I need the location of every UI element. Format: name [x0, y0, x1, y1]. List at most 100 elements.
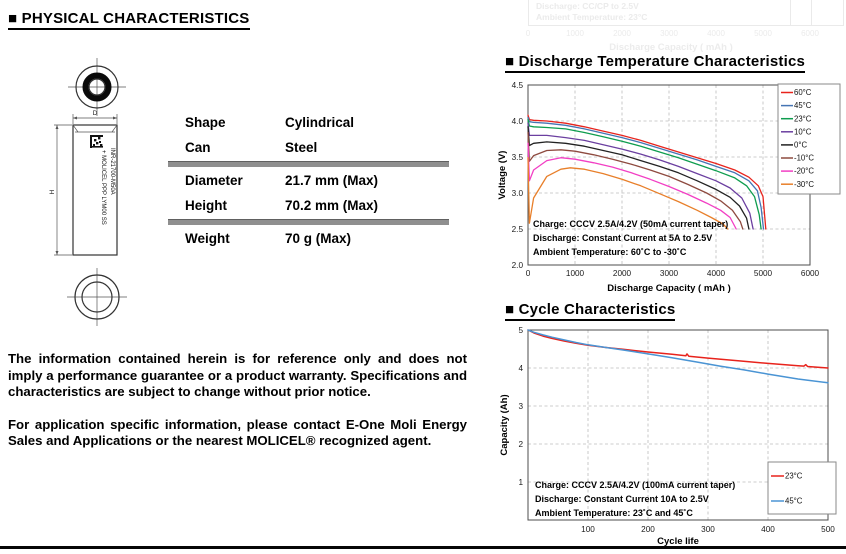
x-tick-label: 4000: [707, 269, 726, 278]
x-tick-label: 3000: [660, 269, 679, 278]
x-tick-label: 300: [701, 525, 715, 534]
annotation-line: Discharge: Constant Current 10A to 2.5V: [535, 494, 709, 504]
cycle-characteristics-chart: 100 200 300 400 500 1 2 3 4 5 Cycle life Capacity (…: [499, 326, 837, 547]
y-tick-label: 2.5: [512, 225, 524, 234]
legend-entry-0°C: 0°C: [794, 141, 807, 150]
diameter-dimension: D: [72, 110, 118, 124]
annotation-line: Ambient Temperature: 60˚C to -30˚C: [533, 247, 687, 257]
table-row: Shape Cylindrical: [168, 110, 449, 135]
legend-entry-10°C: 10°C: [794, 127, 812, 136]
battery-drawing: D INR-21700-M50A + MOLICEL PPP LYM00 SS …: [49, 58, 127, 326]
table-divider: [168, 161, 449, 167]
disclaimer: The information contained herein is for …: [8, 351, 467, 450]
ghost-legend-box: [790, 0, 844, 26]
battery-top-view: [68, 58, 126, 116]
positive-terminal-ring: [82, 72, 112, 102]
ghost-tick-row: 0 1000 2000 3000 4000 5000 6000: [497, 29, 845, 39]
page-title: ■ PHYSICAL CHARACTERISTICS: [8, 10, 250, 30]
spec-value: Steel: [285, 140, 318, 155]
x-tick-label: 6000: [801, 269, 820, 278]
legend-entry--10°C: -10°C: [794, 154, 814, 163]
annotation-line: Charge: CCCV 2.5A/4.2V (50mA current tap…: [533, 219, 728, 229]
physical-characteristics-heading: ■ PHYSICAL CHARACTERISTICS: [8, 10, 250, 30]
table-row: Diameter 21.7 mm (Max): [168, 168, 449, 193]
y-tick-label: 2: [518, 440, 523, 449]
x-tick-label: 2000: [613, 269, 632, 278]
legend-entry-45°C: 45°C: [794, 101, 812, 110]
dim-d-label: D: [93, 110, 98, 117]
series-23°C: [527, 329, 829, 369]
ghost-chart-remnant: Discharge: CC/CP to 2.5V Ambient Tempera…: [528, 0, 812, 26]
battery-bottom-view: [67, 268, 127, 326]
x-tick-label: 0: [526, 269, 531, 278]
ghost-tick-label: 2000: [613, 29, 631, 38]
series-45°C: [527, 329, 829, 384]
x-tick-label: 200: [641, 525, 655, 534]
spec-value: 21.7 mm (Max): [285, 173, 379, 188]
y-tick-label: 4.5: [512, 81, 524, 90]
table-row: Height 70.2 mm (Max): [168, 193, 449, 218]
x-axis-title: Cycle life: [657, 536, 699, 547]
spec-label: Weight: [185, 231, 230, 246]
table-divider: [168, 219, 449, 225]
battery-label-brand: + MOLICEL PPP LYM00 SS: [100, 150, 106, 225]
ghost-annotation-1: Discharge: CC/CP to 2.5V: [536, 1, 639, 11]
y-axis-title: Voltage (V): [497, 151, 508, 200]
ghost-tick-label: 4000: [707, 29, 725, 38]
y-tick-label: 4.0: [512, 117, 524, 126]
spec-label: Diameter: [185, 173, 243, 188]
dim-h-label: H: [49, 189, 56, 194]
spec-value: 70 g (Max): [285, 231, 352, 246]
legend-entry--20°C: -20°C: [794, 167, 814, 176]
annotation-line: Ambient Temperature: 23˚C and 45˚C: [535, 508, 693, 518]
ghost-tick-label: 0: [525, 29, 531, 38]
ghost-annotation-2: Ambient Temperature: 23°C: [536, 12, 648, 22]
y-tick-label: 3.0: [512, 189, 524, 198]
y-tick-label: 5: [518, 326, 523, 335]
y-tick-label: 4: [518, 364, 523, 373]
y-tick-label: 3.5: [512, 153, 524, 162]
battery-qr-code: [90, 135, 103, 148]
section-title-cycle: ■ Cycle Characteristics: [505, 301, 676, 321]
ghost-tick-label: 6000: [801, 29, 819, 38]
discharge-temperature-chart: 0 1000 2000 3000 4000 5000 6000 2.0 2.5 3.0 3.5 4.0…: [497, 81, 841, 294]
spec-value: 70.2 mm (Max): [285, 198, 379, 213]
series--20°C: [527, 142, 737, 230]
spec-label: Can: [185, 140, 211, 155]
ghost-tick-label: 1000: [566, 29, 584, 38]
series--10°C: [527, 131, 744, 230]
y-axis-title: Capacity (Ah): [499, 394, 510, 455]
x-tick-label: 100: [581, 525, 595, 534]
section-title-discharge: ■ Discharge Temperature Characteristics: [505, 53, 806, 73]
y-tick-label: 2.0: [512, 261, 524, 270]
page-footer-rule: [0, 546, 846, 549]
series-23°C: [527, 118, 762, 230]
ghost-tick-label: 3000: [660, 29, 678, 38]
battery-side-view: INR-21700-M50A + MOLICEL PPP LYM00 SS: [72, 124, 118, 256]
legend: [777, 83, 841, 195]
annotation-line: Discharge: Constant Current at 5A to 2.5…: [533, 233, 712, 243]
legend-entry-45°C: 45°C: [785, 497, 803, 506]
legend-entry--30°C: -30°C: [794, 180, 814, 189]
y-tick-label: 1: [518, 478, 523, 487]
disclaimer-paragraph-2: For application specific information, pl…: [8, 416, 467, 449]
table-row: Weight 70 g (Max): [168, 226, 449, 251]
x-tick-label: 500: [821, 525, 835, 534]
series-60°C: [527, 114, 767, 230]
legend-entry-23°C: 23°C: [785, 472, 803, 481]
disclaimer-paragraph-1: The information contained herein is for …: [8, 351, 467, 399]
legend-entry-60°C: 60°C: [794, 88, 812, 97]
y-tick-label: 3: [518, 402, 523, 411]
height-dimension: H: [49, 124, 72, 256]
series-0°C: [527, 126, 750, 230]
x-axis-title: Discharge Capacity ( mAh ): [607, 283, 731, 294]
table-row: Can Steel: [168, 135, 449, 160]
x-tick-label: 400: [761, 525, 775, 534]
ghost-axis-title: Discharge Capacity ( mAh ): [609, 42, 733, 53]
series--30°C: [527, 157, 729, 230]
legend: [767, 461, 837, 515]
spec-value: Cylindrical: [285, 115, 355, 130]
battery-label-model: INR-21700-M50A: [109, 148, 115, 195]
series-45°C: [527, 116, 765, 230]
spec-table: Shape Cylindrical Can Steel Diameter 21.…: [168, 110, 449, 251]
